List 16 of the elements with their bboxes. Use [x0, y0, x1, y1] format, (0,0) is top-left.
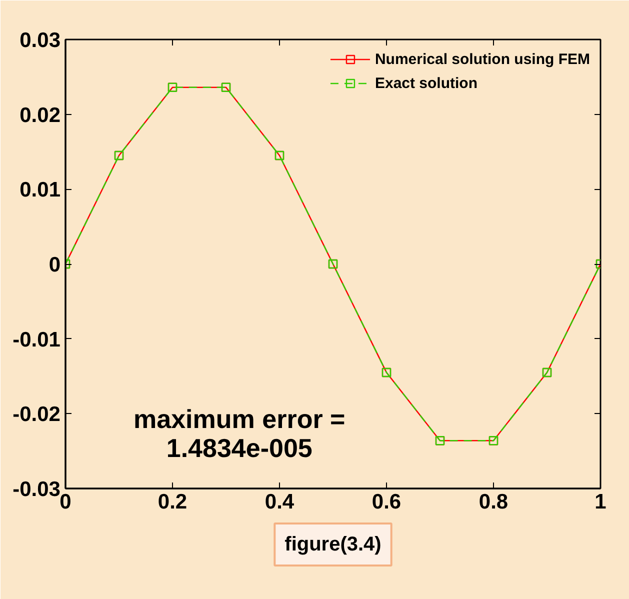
x-tick-label: 0.6: [372, 490, 402, 514]
x-tick-label: 0.8: [478, 490, 508, 514]
y-tick-label: -0.02: [12, 403, 61, 426]
legend-label: Exact solution: [374, 74, 478, 92]
x-tick-label: 0.4: [264, 490, 294, 514]
x-tick-label: 1: [594, 490, 607, 514]
y-tick-label: 0.03: [20, 29, 61, 52]
legend-label: Numerical solution using FEM: [374, 50, 590, 68]
y-tick-label: 0.01: [20, 178, 61, 202]
text: figure(3.4): [284, 534, 382, 556]
y-tick-label: 0.02: [20, 104, 61, 127]
x-tick-label: 0.2: [158, 490, 188, 514]
annotation: maximum error = 1.4834e-005: [134, 404, 346, 464]
y-tick-label: 0: [48, 254, 61, 276]
y-tick-label: -0.03: [12, 478, 61, 501]
y-tick-label: -0.01: [12, 328, 61, 352]
